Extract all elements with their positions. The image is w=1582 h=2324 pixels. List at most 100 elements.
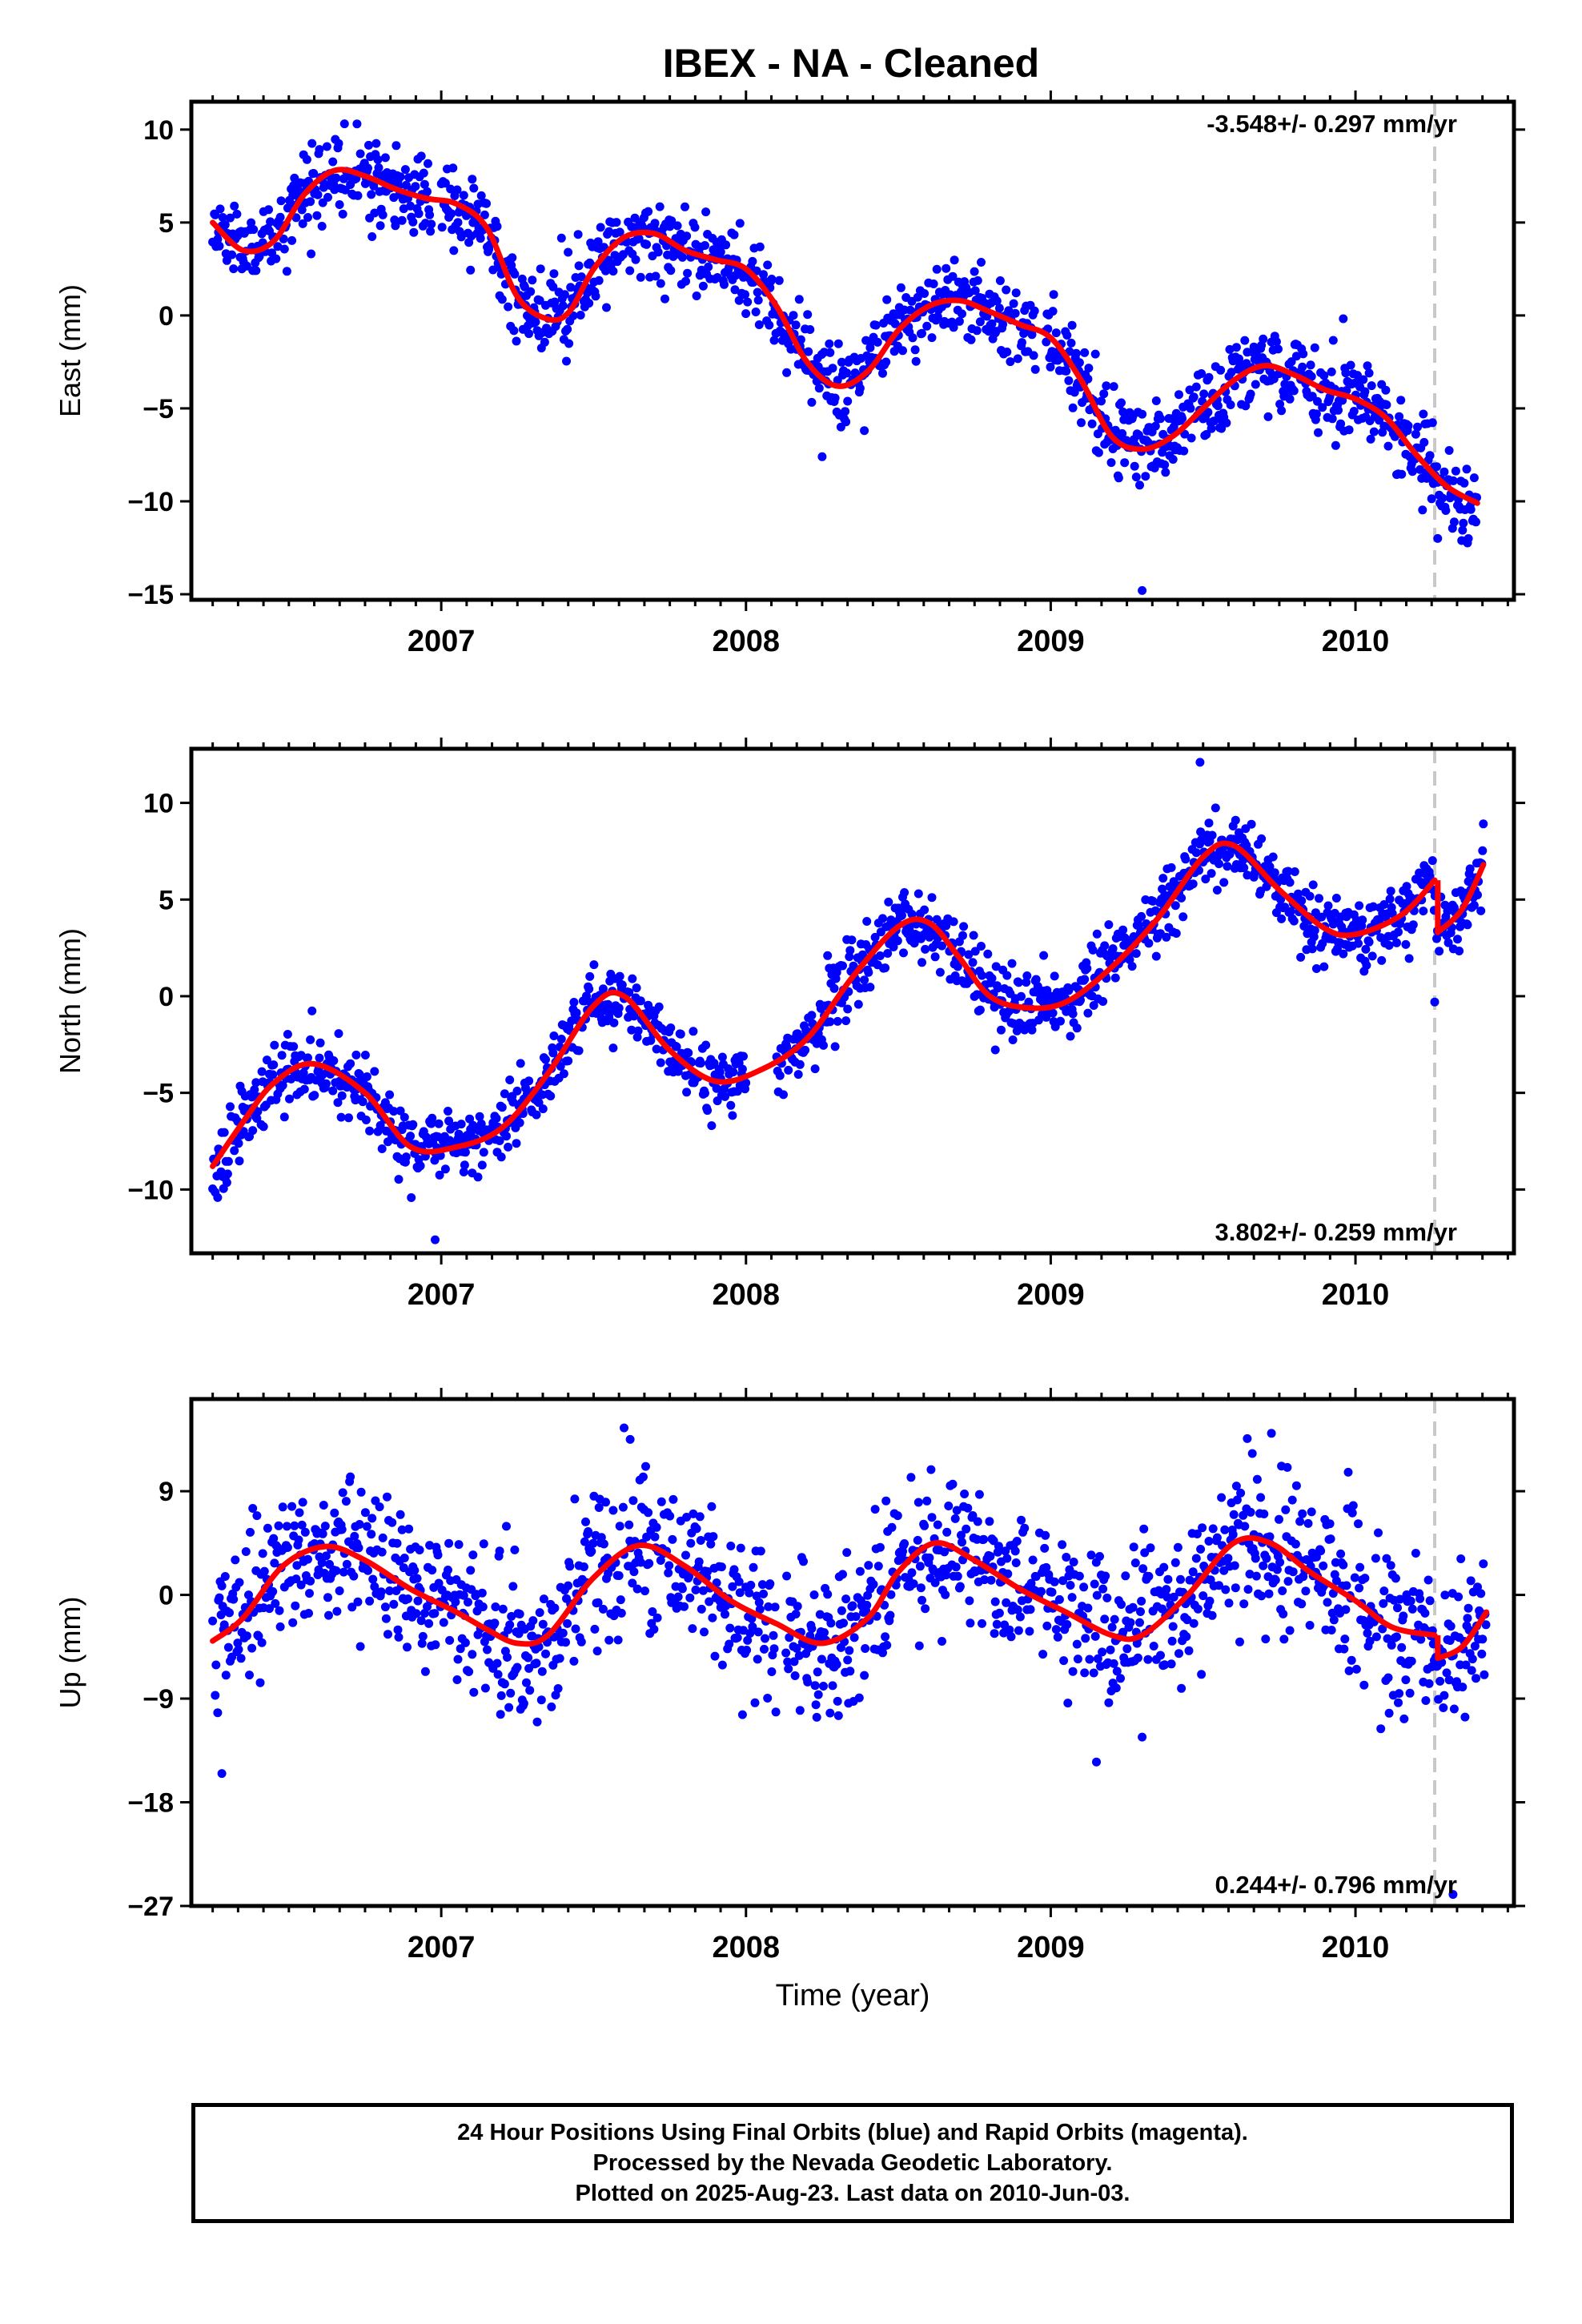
position-point bbox=[807, 397, 817, 407]
position-point bbox=[683, 268, 693, 278]
position-point bbox=[468, 1650, 477, 1659]
position-point bbox=[1444, 446, 1454, 455]
model-fit-line bbox=[210, 1534, 1438, 1647]
position-point bbox=[275, 212, 285, 222]
position-point bbox=[1375, 416, 1384, 425]
position-point bbox=[1295, 1517, 1305, 1526]
position-point bbox=[1318, 403, 1327, 412]
position-point bbox=[1064, 376, 1074, 385]
position-point bbox=[524, 329, 534, 339]
position-point bbox=[431, 1640, 440, 1650]
position-point bbox=[1458, 1683, 1468, 1692]
position-point bbox=[1090, 349, 1100, 359]
position-point bbox=[747, 1614, 757, 1623]
position-point bbox=[322, 142, 331, 151]
position-point bbox=[994, 1608, 1004, 1618]
position-point bbox=[563, 324, 572, 334]
position-point bbox=[1279, 1634, 1289, 1644]
position-point bbox=[1007, 959, 1017, 968]
position-point bbox=[1011, 288, 1021, 298]
position-point bbox=[1089, 1001, 1098, 1010]
position-point bbox=[1017, 1515, 1026, 1525]
position-point bbox=[737, 1710, 747, 1719]
position-point bbox=[1347, 1655, 1356, 1665]
position-point bbox=[579, 1562, 588, 1571]
position-point bbox=[1418, 505, 1427, 515]
position-point bbox=[263, 1523, 272, 1533]
position-point bbox=[219, 1128, 229, 1137]
y-tick-label: 10 bbox=[143, 115, 174, 146]
position-point bbox=[593, 1598, 603, 1607]
position-point bbox=[782, 368, 792, 377]
position-point bbox=[558, 1628, 568, 1638]
position-point bbox=[363, 163, 372, 173]
position-point bbox=[1331, 894, 1341, 903]
position-point bbox=[1199, 389, 1209, 399]
position-point bbox=[492, 222, 502, 231]
position-point bbox=[259, 1566, 269, 1576]
position-point bbox=[927, 893, 937, 903]
position-point bbox=[385, 1586, 395, 1595]
position-point bbox=[1336, 419, 1346, 428]
position-point bbox=[825, 1708, 835, 1718]
position-point bbox=[1168, 1622, 1178, 1631]
position-point bbox=[789, 1657, 799, 1667]
y-tick-label: −10 bbox=[127, 1175, 174, 1205]
position-point bbox=[505, 1076, 515, 1084]
position-point bbox=[559, 1069, 568, 1079]
position-point bbox=[400, 1554, 409, 1562]
position-point bbox=[1038, 1650, 1048, 1659]
position-point bbox=[851, 1612, 861, 1622]
position-point bbox=[729, 1565, 739, 1574]
position-point bbox=[563, 1618, 572, 1628]
position-point bbox=[252, 1114, 262, 1124]
position-point bbox=[593, 237, 603, 247]
position-point bbox=[548, 1048, 558, 1058]
position-point bbox=[1069, 1558, 1078, 1566]
position-point bbox=[1100, 1614, 1110, 1624]
position-point bbox=[759, 270, 768, 279]
position-point bbox=[666, 1023, 676, 1032]
position-point bbox=[1239, 863, 1249, 873]
position-point bbox=[1114, 473, 1123, 483]
position-point bbox=[235, 1578, 244, 1587]
position-point bbox=[588, 1538, 598, 1548]
position-point bbox=[629, 1567, 639, 1577]
position-point bbox=[650, 219, 660, 228]
position-point bbox=[653, 247, 663, 257]
position-point bbox=[636, 272, 645, 282]
position-point bbox=[351, 1050, 361, 1059]
position-point bbox=[1162, 1585, 1171, 1594]
outlier-point bbox=[817, 452, 827, 461]
position-point bbox=[229, 264, 239, 274]
position-point bbox=[666, 266, 676, 275]
position-point bbox=[929, 279, 938, 288]
position-point bbox=[271, 1598, 280, 1608]
position-point bbox=[804, 347, 813, 356]
position-point bbox=[444, 1538, 454, 1548]
position-point bbox=[701, 1088, 709, 1098]
position-point bbox=[1400, 899, 1410, 908]
position-point bbox=[644, 1558, 654, 1568]
position-point bbox=[717, 1562, 726, 1572]
position-point bbox=[1464, 534, 1473, 543]
position-point bbox=[1364, 937, 1374, 947]
position-point bbox=[1191, 1554, 1201, 1563]
position-point bbox=[1319, 1561, 1328, 1570]
position-point bbox=[424, 1618, 434, 1628]
position-point bbox=[848, 1601, 857, 1610]
position-point bbox=[1407, 1604, 1417, 1614]
position-point bbox=[363, 1566, 372, 1575]
position-point bbox=[335, 1586, 344, 1595]
position-point bbox=[1402, 882, 1411, 891]
position-point bbox=[1438, 493, 1447, 503]
position-point bbox=[1327, 414, 1337, 424]
position-point bbox=[540, 337, 549, 347]
outlier-point bbox=[217, 1769, 227, 1779]
position-point bbox=[427, 219, 436, 229]
position-point bbox=[1397, 1642, 1407, 1652]
position-point bbox=[1395, 1689, 1404, 1699]
position-point bbox=[452, 1675, 462, 1684]
position-point bbox=[353, 191, 363, 200]
position-point bbox=[490, 1618, 500, 1628]
